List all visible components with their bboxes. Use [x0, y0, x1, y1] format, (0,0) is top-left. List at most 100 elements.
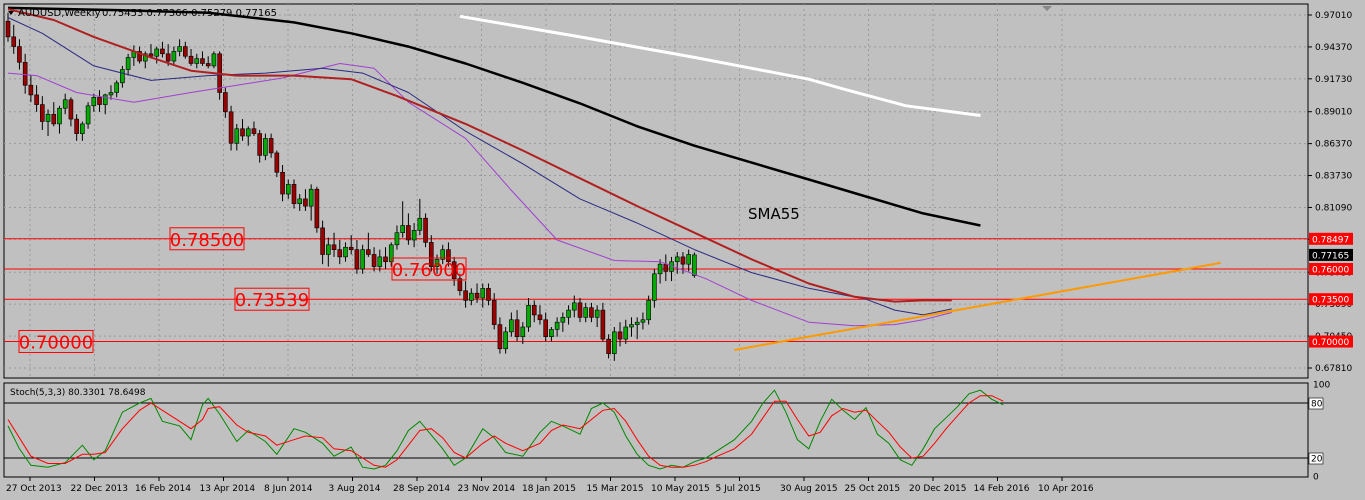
candle-body[interactable] [171, 51, 177, 62]
candle-body[interactable] [85, 105, 91, 125]
candle-body[interactable] [686, 254, 691, 265]
candle-body[interactable] [366, 249, 371, 255]
candle-body[interactable] [108, 92, 114, 96]
candle-body[interactable] [326, 244, 331, 255]
candle-body[interactable] [388, 244, 394, 263]
candle-body[interactable] [160, 48, 165, 55]
candle-body[interactable] [97, 97, 102, 105]
candle-body[interactable] [188, 55, 194, 64]
candle-body[interactable] [183, 46, 188, 57]
candle-body[interactable] [680, 256, 686, 265]
candle-body[interactable] [114, 82, 119, 93]
candle-body[interactable] [434, 259, 440, 267]
candle-body[interactable] [80, 123, 85, 134]
candle-body[interactable] [652, 273, 657, 301]
candle-body[interactable] [74, 118, 79, 134]
candle-body[interactable] [234, 128, 240, 144]
candle-body[interactable] [177, 46, 182, 52]
candle-body[interactable] [337, 249, 343, 258]
candle-body[interactable] [457, 278, 463, 292]
candle-body[interactable] [509, 319, 514, 333]
candle-body[interactable] [400, 225, 405, 234]
candle-body[interactable] [549, 329, 554, 337]
candle-body[interactable] [308, 188, 314, 207]
candle-body[interactable] [692, 254, 697, 276]
candle-body[interactable] [531, 304, 537, 316]
candle-body[interactable] [354, 249, 360, 270]
candle-body[interactable] [274, 152, 280, 173]
candle-body[interactable] [657, 263, 663, 275]
candle-body[interactable] [34, 94, 39, 105]
candle-body[interactable] [571, 302, 577, 311]
candle-body[interactable] [394, 232, 400, 246]
candle-body[interactable] [606, 338, 611, 354]
candle-body[interactable] [251, 128, 257, 134]
candle-body[interactable] [314, 188, 320, 229]
candle-body[interactable] [474, 292, 480, 299]
candle-body[interactable] [577, 302, 583, 318]
candle-body[interactable] [57, 107, 62, 125]
candle-body[interactable] [640, 319, 646, 323]
candle-body[interactable] [142, 53, 148, 62]
candle-body[interactable] [200, 58, 205, 64]
candle-body[interactable] [360, 249, 365, 270]
candle-body[interactable] [623, 326, 629, 340]
candle-body[interactable] [663, 263, 669, 272]
candle-body[interactable] [17, 46, 22, 63]
candle-body[interactable] [480, 288, 486, 299]
candle-body[interactable] [406, 225, 411, 241]
candle-body[interactable] [68, 99, 74, 120]
candle-body[interactable] [211, 53, 217, 67]
candle-body[interactable] [297, 198, 303, 205]
candle-body[interactable] [120, 69, 125, 84]
candle-body[interactable] [589, 307, 594, 318]
candle-body[interactable] [331, 244, 337, 250]
candle-body[interactable] [91, 97, 97, 107]
candle-body[interactable] [554, 321, 560, 330]
candle-body[interactable] [28, 84, 34, 96]
candle-body[interactable] [51, 113, 57, 125]
candle-body[interactable] [411, 230, 417, 241]
candle-body[interactable] [600, 309, 606, 340]
candle-body[interactable] [486, 288, 491, 301]
candle-body[interactable] [125, 57, 131, 70]
candle-body[interactable] [583, 307, 589, 318]
candle-body[interactable] [612, 331, 617, 354]
candle-body[interactable] [543, 319, 548, 337]
candle-body[interactable] [469, 292, 474, 301]
candle-body[interactable] [5, 20, 11, 38]
candle-body[interactable] [560, 317, 566, 323]
candle-body[interactable] [451, 261, 457, 279]
candle-body[interactable] [102, 94, 108, 105]
candle-body[interactable] [228, 111, 234, 144]
candle-body[interactable] [646, 300, 651, 321]
candle-body[interactable] [417, 217, 423, 231]
candle-body[interactable] [423, 217, 428, 243]
candle-body[interactable] [383, 256, 388, 263]
candle-body[interactable] [377, 256, 383, 267]
candle-body[interactable] [223, 92, 228, 113]
candle-body[interactable] [520, 326, 526, 337]
dropdown-arrow-icon[interactable] [8, 11, 14, 15]
candle-body[interactable] [245, 128, 251, 137]
candle-body[interactable] [154, 48, 160, 57]
candle-body[interactable] [497, 324, 503, 350]
candle-body[interactable] [371, 254, 377, 267]
candle-body[interactable] [62, 99, 68, 109]
candle-body[interactable] [205, 63, 211, 67]
candle-body[interactable] [491, 300, 497, 325]
candle-body[interactable] [463, 290, 468, 301]
candle-body[interactable] [291, 184, 297, 205]
candle-body[interactable] [257, 133, 262, 156]
candle-body[interactable] [503, 331, 508, 350]
candle-body[interactable] [22, 61, 28, 86]
candle-body[interactable] [629, 324, 634, 328]
candle-body[interactable] [280, 171, 285, 195]
candle-body[interactable] [165, 53, 171, 62]
candle-body[interactable] [514, 319, 520, 337]
stoch-panel[interactable] [3, 382, 1309, 478]
candle-body[interactable] [194, 58, 200, 64]
candle-body[interactable] [285, 184, 291, 195]
candle-body[interactable] [674, 256, 680, 263]
